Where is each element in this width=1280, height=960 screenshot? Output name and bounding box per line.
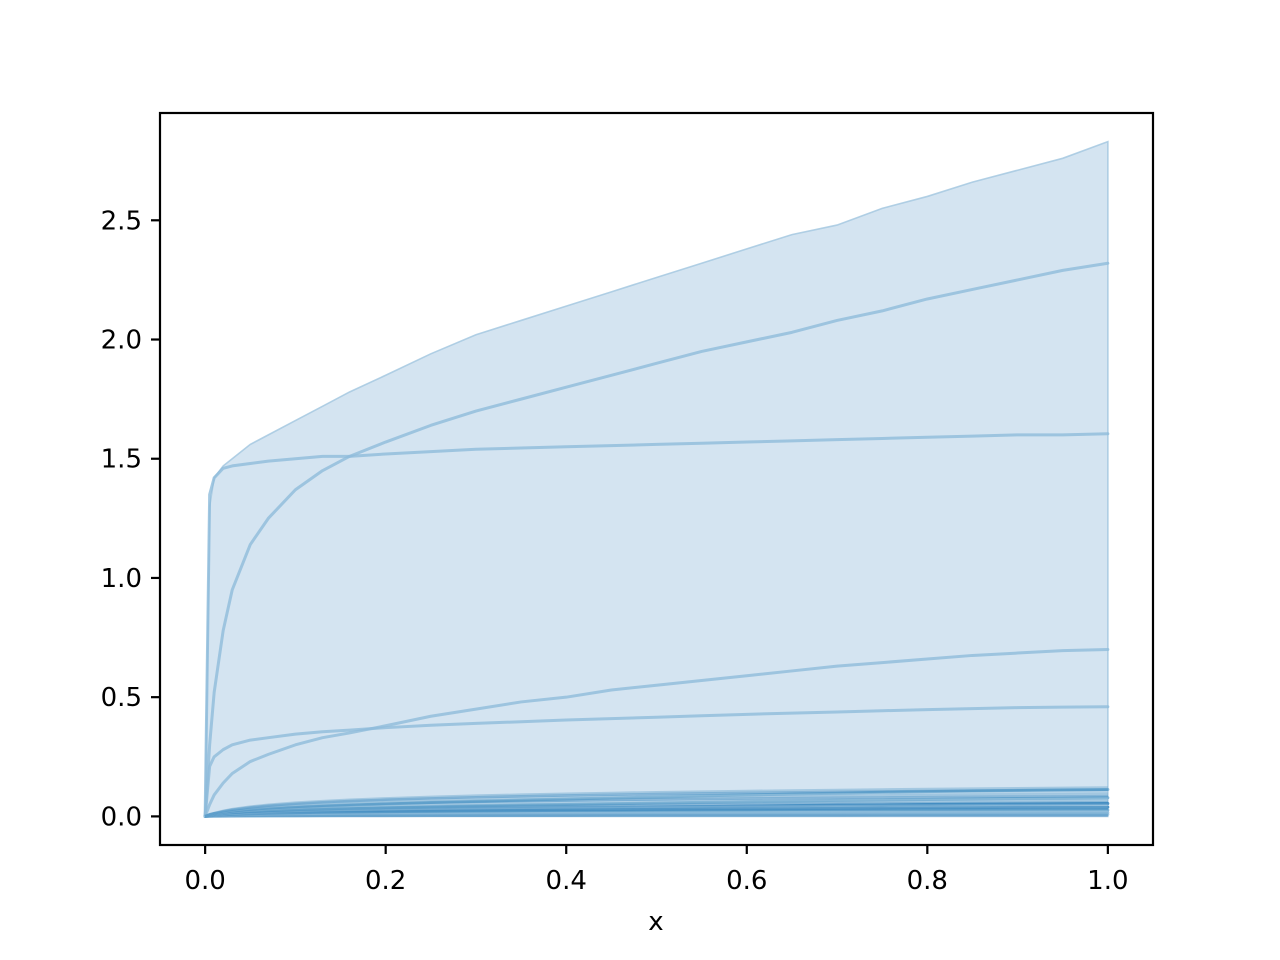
series-line-ensemble-10 <box>204 792 1108 818</box>
series-line-ensemble-3 <box>205 807 1108 818</box>
y-axis-ticks: 0.0 0.5 1.0 1.5 2.0 2.5 <box>101 206 160 832</box>
y-tick-label: 0.0 <box>101 802 142 832</box>
series-line-ensemble-11 <box>204 790 1108 818</box>
series-line-ensemble-6 <box>204 801 1108 818</box>
series-line-curve-flat-high <box>203 432 1110 818</box>
series-line-curve-mid-rising <box>203 647 1110 818</box>
series-line-ensemble-13 <box>204 786 1108 818</box>
y-tick-label: 1.5 <box>101 445 142 475</box>
series-line-ensemble-5 <box>204 803 1108 818</box>
series-line-ensemble-4 <box>204 805 1108 818</box>
x-tick-label: 1.0 <box>1087 866 1128 896</box>
x-tick-label: 0.2 <box>365 866 406 896</box>
series-line-curve-low-1 <box>203 787 1110 818</box>
series-line-ensemble-1 <box>205 811 1108 818</box>
x-axis-ticks: 0.0 0.2 0.4 0.6 0.8 1.0 <box>184 845 1129 896</box>
x-axis-label: x <box>648 907 663 937</box>
series-line-curve-mid-flat <box>203 705 1110 818</box>
series-line-ensemble-8 <box>204 796 1108 818</box>
series-line-ensemble-9 <box>204 794 1108 818</box>
series-lines <box>203 261 1110 818</box>
series-line-ensemble-12 <box>204 788 1108 818</box>
series-line-curve-log-steep <box>203 261 1110 818</box>
series-line-ensemble-2 <box>205 809 1108 818</box>
axes-frame <box>158 111 1155 847</box>
series-line-curve-low-7 <box>203 812 1110 818</box>
x-tick-label: 0.4 <box>546 866 587 896</box>
series-line-ensemble-7 <box>204 799 1108 818</box>
y-tick-label: 2.0 <box>101 326 142 356</box>
x-tick-label: 0.0 <box>184 866 225 896</box>
y-tick-label: 1.0 <box>101 564 142 594</box>
x-tick-label: 0.8 <box>907 866 948 896</box>
y-tick-label: 0.5 <box>101 683 142 713</box>
series-line-ensemble-0 <box>205 814 1108 818</box>
x-tick-label: 0.6 <box>726 866 767 896</box>
y-tick-label: 2.5 <box>101 206 142 236</box>
